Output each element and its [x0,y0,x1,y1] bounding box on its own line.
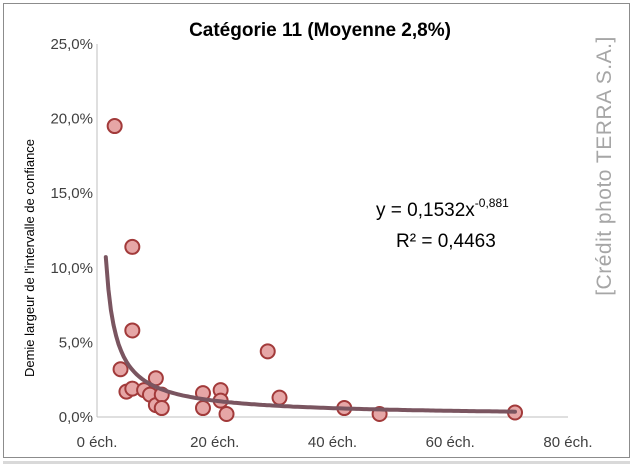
data-point [106,118,123,135]
r-squared-label: R² = 0,4463 [396,231,496,252]
data-point [271,389,288,406]
y-tick-label: 15,0% [50,185,93,202]
y-tick-label: 25,0% [50,36,93,53]
bottom-divider [3,461,630,464]
data-points [106,118,524,423]
data-point [153,400,170,417]
axes [96,44,568,418]
x-tick-label: 20 éch. [190,434,239,451]
trendline-equation-base: y = 0,1532x [376,200,475,221]
y-axis-label: Demie largeur de l'intervalle de confian… [22,139,37,377]
y-tick-labels: 0,0% 5,0% 10,0% 15,0% 20,0% 25,0% [50,36,93,426]
data-point [194,400,211,417]
x-tick-label: 40 éch. [308,434,357,451]
y-tick-label: 5,0% [59,334,93,351]
photo-credit-watermark: [Crédit photo TERRA S.A.] [593,36,616,296]
chart-frame [3,3,630,458]
trendline-equation: y = 0,1532x-0,881 [376,196,509,221]
data-point [112,361,129,378]
y-tick-label: 10,0% [50,260,93,277]
data-point [218,406,235,423]
x-tick-label: 60 éch. [426,434,475,451]
y-tick-label: 20,0% [50,111,93,128]
x-tick-label: 80 éch. [543,434,592,451]
data-point [259,343,276,360]
x-tick-label: 0 éch. [77,434,118,451]
data-point [124,238,141,255]
chart-title: Catégorie 11 (Moyenne 2,8%) [189,20,451,41]
power-trendline [103,255,517,414]
data-point [124,322,141,339]
x-tick-labels: 0 éch. 20 éch. 40 éch. 60 éch. 80 éch. [77,434,593,451]
y-tick-label: 0,0% [59,409,93,426]
trendline-equation-exponent: -0,881 [475,196,509,210]
